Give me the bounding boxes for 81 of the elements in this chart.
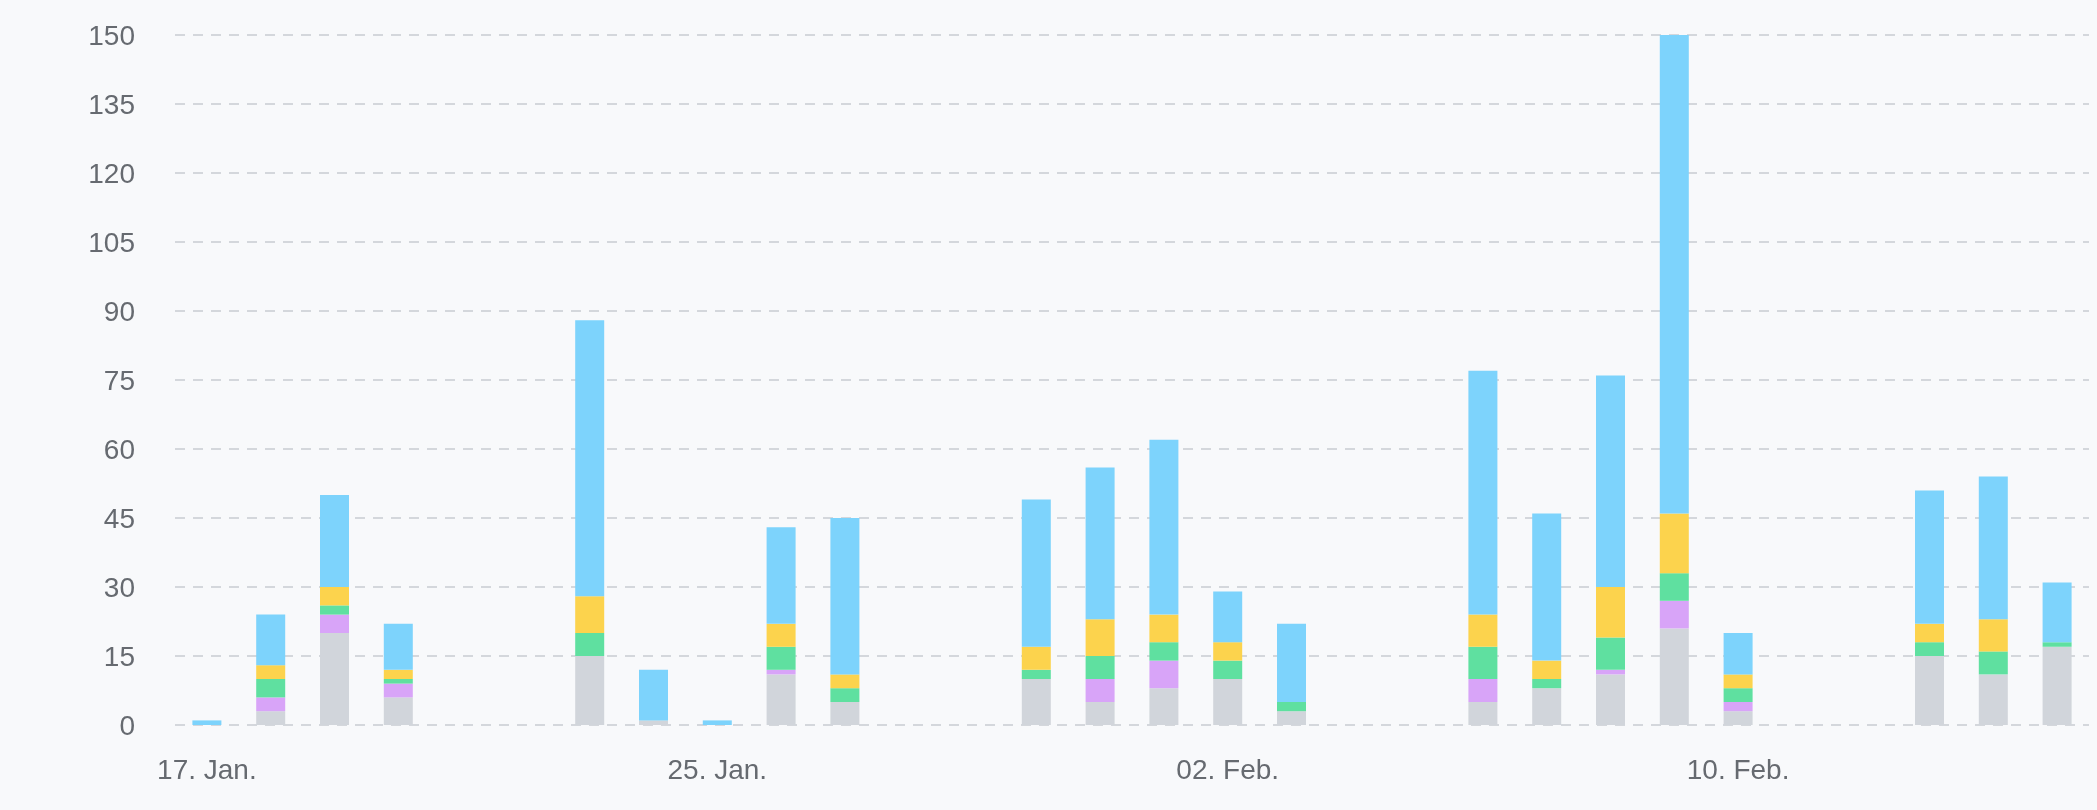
bar (1659, 513, 1689, 574)
bar (320, 587, 349, 606)
bar (383, 679, 413, 684)
bar (1149, 642, 1179, 661)
bar (1659, 600, 1689, 629)
bar (1085, 656, 1115, 679)
bar (1659, 35, 1689, 514)
bar (766, 646, 796, 670)
bar (830, 688, 860, 702)
bar (1277, 623, 1306, 702)
bar (2042, 642, 2072, 647)
bar (766, 527, 796, 624)
bar (383, 683, 413, 698)
bar (1915, 490, 1944, 624)
bar (1149, 614, 1179, 643)
bar (1532, 679, 1562, 689)
bar (575, 320, 605, 597)
bar (1277, 702, 1306, 712)
bar (1468, 679, 1498, 702)
bar (1915, 642, 1944, 656)
y-tick-label: 30 (103, 571, 135, 603)
bar (2042, 582, 2072, 643)
bar (1149, 439, 1179, 615)
x-tick-label: 17. Jan. (157, 753, 257, 785)
y-tick-label: 75 (103, 364, 135, 396)
bar (1021, 499, 1051, 647)
bar (1978, 619, 2008, 652)
y-tick-label: 150 (88, 19, 135, 51)
bar (256, 614, 286, 666)
bar (1723, 674, 1753, 689)
bar (1085, 679, 1115, 702)
bar (1213, 591, 1243, 643)
bar (1659, 573, 1689, 601)
bar (830, 518, 860, 675)
bar (1723, 702, 1753, 712)
bar (192, 720, 222, 725)
bar (1596, 587, 1625, 638)
y-tick-label: 135 (88, 88, 135, 120)
bar (320, 495, 349, 587)
bar (1915, 623, 1944, 643)
y-tick-label: 15 (103, 640, 135, 672)
bar (702, 720, 732, 725)
x-tick-label: 25. Jan. (667, 753, 768, 785)
bar (1723, 633, 1753, 675)
y-tick-label: 60 (103, 433, 135, 465)
bar (320, 605, 349, 615)
bar (1149, 660, 1179, 689)
bar (1723, 688, 1753, 702)
bar (766, 623, 796, 647)
bar (1085, 467, 1115, 620)
bar (383, 623, 413, 670)
bar (1021, 646, 1051, 670)
bar (1468, 614, 1498, 647)
x-tick-label: 10. Feb. (1686, 753, 1790, 785)
bar (1978, 651, 2008, 675)
bar (1468, 646, 1498, 679)
bar (383, 669, 413, 679)
bar (639, 669, 668, 721)
bar (1213, 642, 1243, 661)
y-tick-label: 105 (88, 226, 135, 258)
y-tick-label: 120 (88, 157, 135, 189)
bar (1213, 660, 1243, 679)
bar (575, 596, 605, 633)
bar (256, 679, 286, 698)
x-tick-label: 02. Feb. (1176, 753, 1280, 785)
bar (1978, 476, 2008, 620)
bar (830, 674, 860, 689)
bar (575, 633, 605, 656)
bar (1085, 619, 1115, 656)
bar (1596, 375, 1625, 587)
bar (256, 665, 286, 679)
y-tick-label: 45 (103, 502, 135, 534)
bar (1596, 637, 1625, 670)
y-tick-label: 90 (103, 295, 135, 327)
bar (320, 614, 349, 633)
bar (1532, 660, 1562, 679)
bar (1021, 669, 1051, 679)
y-tick-label: 0 (119, 709, 135, 741)
bar (1468, 370, 1498, 615)
bar (256, 697, 286, 712)
bar (1532, 513, 1562, 661)
